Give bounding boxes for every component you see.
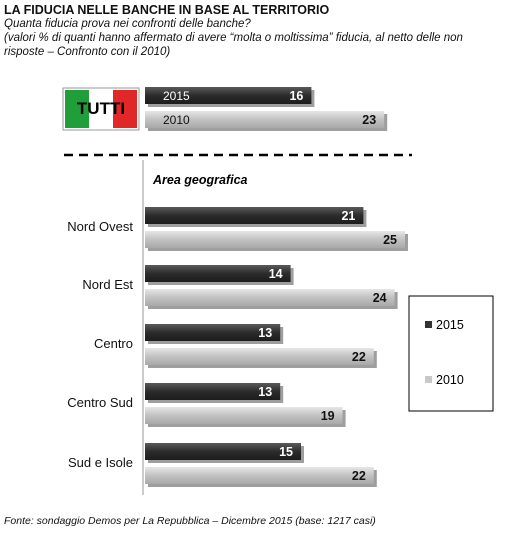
- bar-value-label: 13: [258, 326, 272, 340]
- legend: 2015 2010: [408, 295, 494, 412]
- source-note: Fonte: sondaggio Demos per La Repubblica…: [4, 515, 376, 527]
- bar-2015: [145, 324, 281, 341]
- bar-2010: [145, 111, 385, 128]
- chart-subtitle: Quanta fiducia prova nei confronti delle…: [4, 18, 463, 58]
- bar-value-label: 21: [341, 209, 355, 223]
- bar-value-label: 25: [383, 233, 397, 247]
- category-label: Sud e Isole: [68, 455, 133, 470]
- bar-2015: [145, 383, 281, 400]
- category-label: Centro: [94, 336, 133, 351]
- bar-year-label: 2010: [163, 113, 190, 127]
- category-label: Centro Sud: [67, 395, 133, 410]
- bar-2015: [145, 207, 364, 224]
- bar-2010: [145, 407, 343, 424]
- bar-2010: [145, 289, 395, 306]
- category-label: Nord Est: [82, 277, 133, 292]
- bar-value-label: 19: [321, 409, 335, 423]
- legend-label-2010: 2010: [436, 373, 464, 387]
- bar-2015: [145, 265, 291, 282]
- bar-2015: [145, 87, 312, 104]
- bar-value-label: 22: [352, 350, 366, 364]
- category-label: Nord Ovest: [67, 219, 133, 234]
- bar-2015: [145, 443, 301, 460]
- italy-flag-icon: TUTTI: [62, 87, 140, 131]
- bar-year-label: 2015: [163, 89, 190, 103]
- bar-2010: [145, 231, 405, 248]
- bar-2010: [145, 467, 374, 484]
- legend-label-2015: 2015: [436, 318, 464, 332]
- bar-value-label: 22: [352, 469, 366, 483]
- legend-swatch-2010: [425, 376, 432, 383]
- chart-title: LA FIDUCIA NELLE BANCHE IN BASE AL TERRI…: [4, 3, 330, 17]
- bar-value-label: 15: [279, 445, 293, 459]
- bar-value-label: 16: [289, 89, 303, 103]
- bar-value-label: 13: [258, 385, 272, 399]
- section-label: Area geografica: [152, 173, 248, 187]
- bar-value-label: 14: [269, 267, 283, 281]
- bar-value-label: 23: [362, 113, 376, 127]
- bar-value-label: 24: [373, 291, 387, 305]
- flag-label: TUTTI: [77, 99, 125, 118]
- legend-swatch-2015: [425, 321, 432, 328]
- bar-2010: [145, 348, 374, 365]
